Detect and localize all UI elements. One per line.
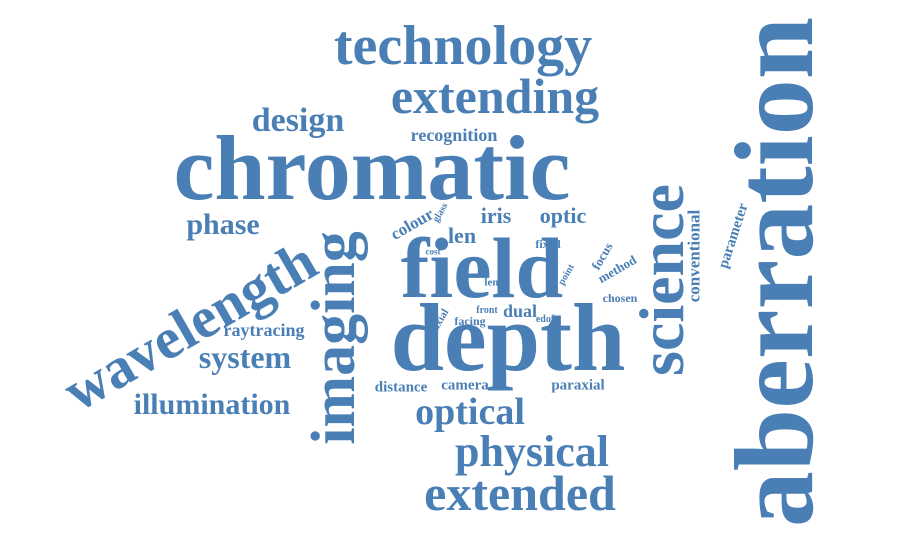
- word-conventional: conventional: [684, 209, 704, 303]
- word-aberration: aberration: [713, 16, 837, 528]
- word-optical: optical: [415, 391, 525, 433]
- word-imaging: imaging: [300, 231, 368, 445]
- word-depth: depth: [390, 284, 626, 391]
- word-raytracing: raytracing: [223, 320, 305, 340]
- word-edof: edof: [535, 314, 555, 325]
- word-chosen: chosen: [602, 291, 638, 305]
- word-distance: distance: [374, 379, 428, 396]
- word-illumination: illumination: [133, 388, 291, 421]
- word-len: len: [447, 223, 477, 248]
- word-extended: extended: [424, 465, 616, 521]
- word-design: design: [251, 102, 345, 139]
- word-physical: physical: [454, 427, 610, 476]
- word-phase: phase: [186, 208, 260, 241]
- word-front: front: [476, 305, 498, 316]
- word-optic: optic: [539, 203, 587, 228]
- word-technology: technology: [333, 15, 593, 77]
- word-cost: cost: [425, 246, 441, 257]
- word-extending: extending: [390, 68, 600, 124]
- word-dual: dual: [502, 301, 538, 321]
- word-lense: lense: [484, 276, 508, 289]
- word-iris: iris: [480, 203, 512, 228]
- word-recognition: recognition: [410, 125, 498, 145]
- word-paraxial: paraxial: [551, 377, 605, 394]
- word-field: field: [400, 220, 564, 316]
- word-system: system: [198, 339, 292, 375]
- word-camera: camera: [441, 377, 489, 394]
- word-fixed: fixed: [535, 237, 561, 251]
- word-chromatic: chromatic: [173, 117, 571, 219]
- word-facing: facing: [454, 314, 486, 328]
